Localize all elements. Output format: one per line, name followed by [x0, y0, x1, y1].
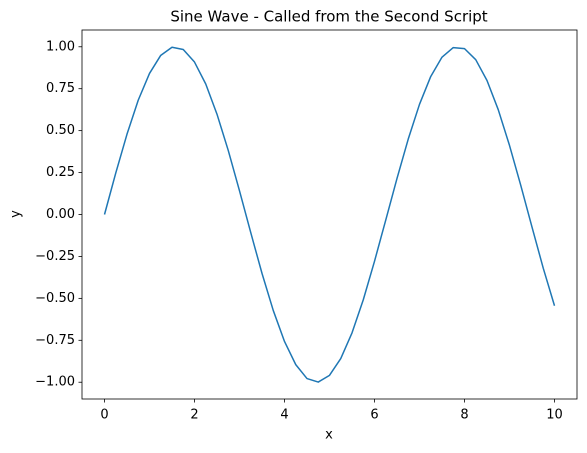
y-tick-label: −0.50: [35, 291, 75, 306]
sine-line: [103, 46, 556, 383]
axes-frame: [81, 29, 578, 400]
x-tick-label: 6: [370, 408, 378, 423]
x-tick-label: 8: [460, 408, 468, 423]
x-axis-label: x: [325, 428, 333, 443]
x-tick-label: 10: [546, 408, 563, 423]
y-tick-label: 0.75: [46, 81, 75, 96]
y-axis-label: y: [9, 210, 24, 218]
y-tick-label: −0.75: [35, 333, 75, 348]
y-tick-label: 0.25: [46, 165, 75, 180]
y-tick-label: −1.00: [35, 375, 75, 390]
y-tick-label: 0.00: [46, 207, 75, 222]
x-tick-label: 0: [100, 408, 108, 423]
x-tick-label: 4: [280, 408, 288, 423]
y-tick-label: 0.50: [46, 123, 75, 138]
y-tick-label: 1.00: [46, 39, 75, 54]
x-tick-label: 2: [190, 408, 198, 423]
chart-title: Sine Wave - Called from the Second Scrip…: [170, 8, 487, 26]
y-tick-label: −0.25: [35, 249, 75, 264]
